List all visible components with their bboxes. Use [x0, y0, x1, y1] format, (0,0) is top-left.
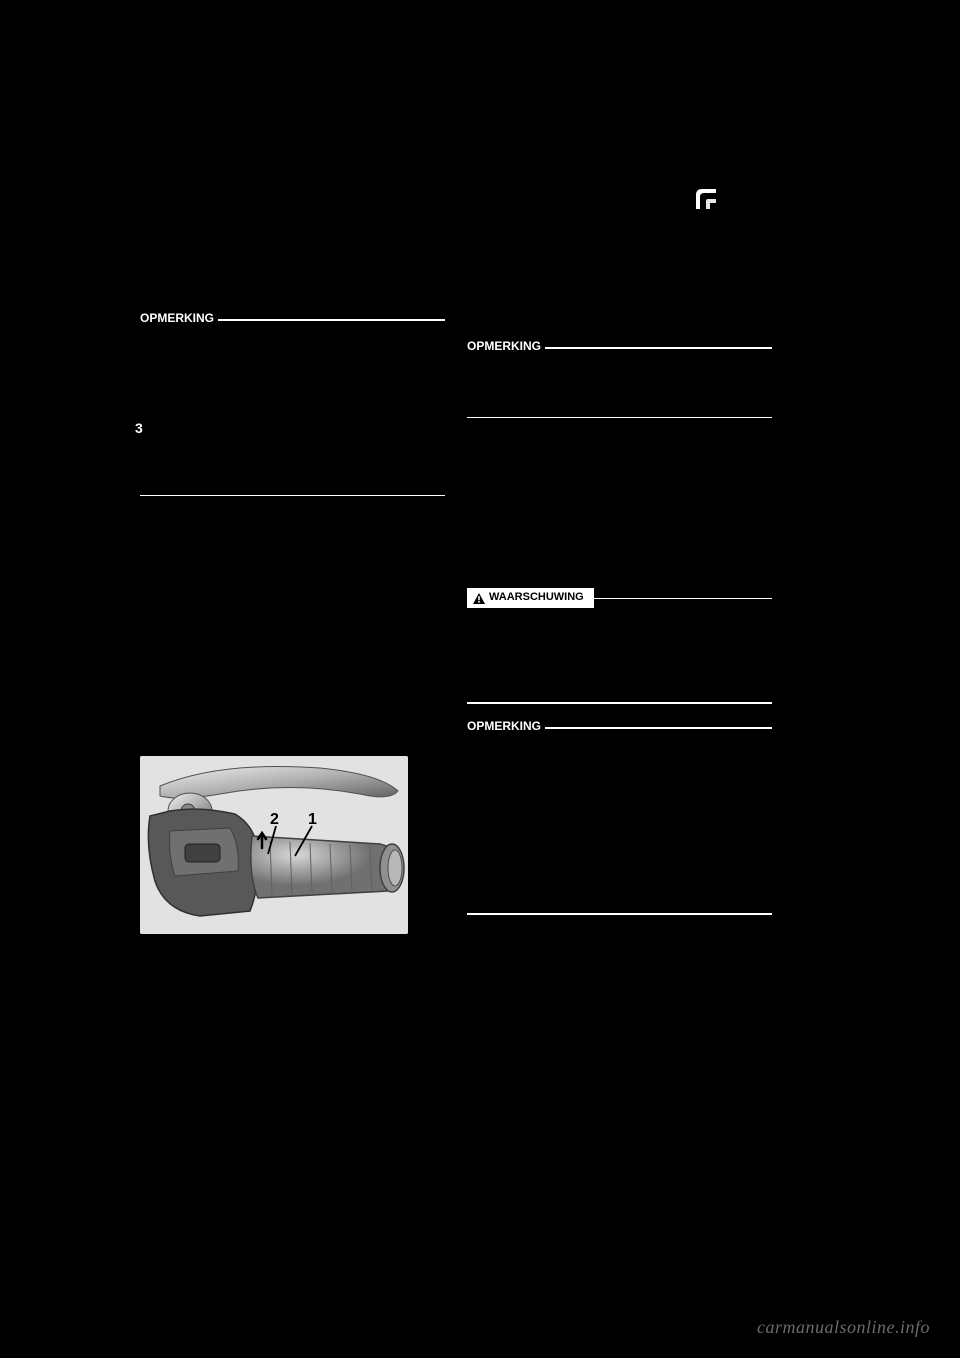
heading-rule [545, 347, 772, 349]
opmerking-heading-r2: OPMERKING [467, 718, 772, 736]
section-end-rule-r1 [467, 417, 772, 419]
left-column: OPMERKING Wanneer de knipperlichten word… [140, 300, 445, 934]
header-area [140, 100, 820, 300]
opmerking-label: OPMERKING [140, 310, 214, 328]
waarschuwing-heading: WAARSCHUWING [467, 588, 772, 608]
warning-triangle-icon [473, 593, 485, 604]
section-end-rule-w [467, 702, 772, 704]
warning-text: Het is gevaarlijk de koppeling of rem te… [467, 608, 772, 660]
chapter-number: 3 [135, 420, 143, 436]
heading-rule [218, 319, 445, 321]
opmerking-text-body: terwijl het voertuig in beweging is, zal… [140, 349, 445, 435]
corner-graphic-icon [692, 185, 720, 213]
manual-page: 3 OPMERKING Wanneer de knipperlichten wo… [140, 100, 820, 1258]
opmerking-text-r2: Wanneer de motor is uitgeschakeld met de… [467, 736, 772, 805]
figure-label-1: 1 [308, 808, 317, 831]
section-end-rule [140, 495, 445, 497]
section-end-rule-r2 [467, 913, 772, 915]
warning-rule [593, 598, 772, 600]
spacer [467, 300, 772, 328]
opmerking-text-top: Wanneer de knipperlichten worden ingesch… [140, 328, 445, 345]
warning-label-text: WAARSCHUWING [489, 590, 584, 606]
warning-box: WAARSCHUWING [467, 588, 594, 608]
handlebar-figure: 1 2 [140, 756, 408, 934]
filler-r1 [467, 426, 772, 576]
heading-rule [545, 727, 772, 729]
opmerking-heading-left: OPMERKING [140, 310, 445, 328]
watermark-text: carmanualsonline.info [757, 1317, 930, 1338]
opmerking-label-r1: OPMERKING [467, 338, 541, 356]
opmerking-label-r2: OPMERKING [467, 718, 541, 736]
opmerking-text-r1: De dimlichten blijven ingeschakeld wanne… [467, 356, 772, 391]
opmerking-heading-r1: OPMERKING [467, 338, 772, 356]
right-column: OPMERKING De dimlichten blijven ingescha… [467, 300, 772, 934]
content-columns: OPMERKING Wanneer de knipperlichten word… [140, 300, 820, 934]
filler-text-1 [140, 504, 445, 744]
figure-label-2: 2 [270, 808, 279, 831]
handlebar-illustration [140, 756, 408, 934]
